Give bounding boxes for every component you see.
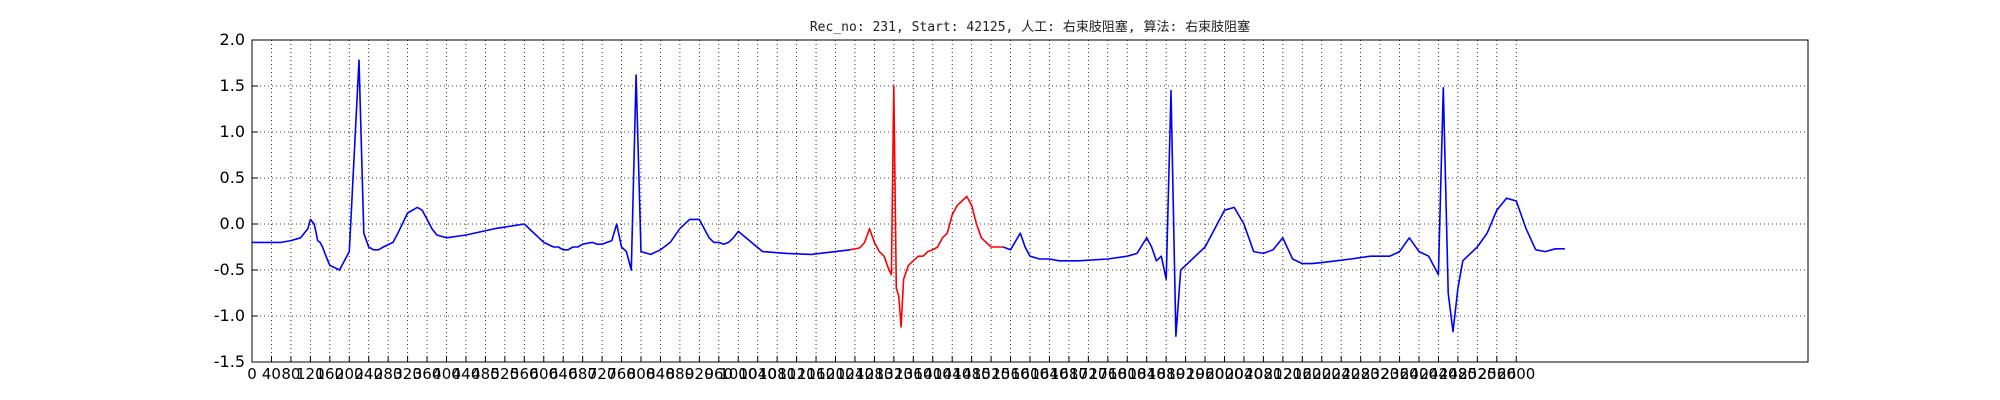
x-tick-label: 1920 bbox=[1167, 365, 1205, 383]
x-tick-label: 200 bbox=[335, 365, 364, 383]
x-tick-label: 0 bbox=[247, 365, 257, 383]
x-tick-label: 680 bbox=[568, 365, 597, 383]
series-line-1 bbox=[849, 85, 1004, 328]
x-tick-label: 1000 bbox=[719, 365, 757, 383]
x-tick-label: 2360 bbox=[1380, 365, 1418, 383]
x-tick-label: 2080 bbox=[1244, 365, 1282, 383]
x-tick-label: 1320 bbox=[875, 365, 913, 383]
x-tick-label: 840 bbox=[646, 365, 675, 383]
x-tick-label: 2480 bbox=[1439, 365, 1477, 383]
x-tick-label: 2520 bbox=[1458, 365, 1496, 383]
x-tick-label: 960 bbox=[704, 365, 733, 383]
chart-title: Rec_no: 231, Start: 42125, 人工: 右束肢阻塞, 算法… bbox=[810, 19, 1250, 35]
x-tick-label: 1200 bbox=[816, 365, 854, 383]
x-tick-label: 760 bbox=[607, 365, 636, 383]
x-tick-label: 1960 bbox=[1186, 365, 1224, 383]
x-tick-label: 1120 bbox=[778, 365, 816, 383]
x-tick-label: 1520 bbox=[972, 365, 1010, 383]
x-tick-label: 1680 bbox=[1050, 365, 1088, 383]
x-tick-label: 480 bbox=[471, 365, 500, 383]
x-tick-label: 880 bbox=[666, 365, 695, 383]
plot-frame bbox=[251, 39, 1809, 363]
x-tick-label: 1640 bbox=[1030, 365, 1068, 383]
x-tick-label: 1880 bbox=[1147, 365, 1185, 383]
x-tick-label: 360 bbox=[413, 365, 442, 383]
x-tick-label: 920 bbox=[685, 365, 714, 383]
x-tick-label: 1280 bbox=[855, 365, 893, 383]
x-tick-label: 40 bbox=[262, 365, 281, 383]
x-tick-label: 800 bbox=[627, 365, 656, 383]
x-tick-label: 1440 bbox=[933, 365, 971, 383]
x-tick-label: 720 bbox=[588, 365, 617, 383]
x-tick-label: 1480 bbox=[953, 365, 991, 383]
x-tick-label: 80 bbox=[281, 365, 300, 383]
series-line-3 bbox=[1535, 248, 1565, 253]
y-tick-label: -1.0 bbox=[214, 306, 245, 325]
x-tick-label: 1040 bbox=[739, 365, 777, 383]
x-tick-label: 440 bbox=[452, 365, 481, 383]
x-tick-label: 640 bbox=[549, 365, 578, 383]
y-tick-label: 0.5 bbox=[220, 168, 245, 187]
x-tick-label: 2120 bbox=[1264, 365, 1302, 383]
x-tick-label: 1360 bbox=[894, 365, 932, 383]
y-tick-label: 2.0 bbox=[220, 30, 245, 49]
x-tick-label: 160 bbox=[315, 365, 344, 383]
x-tick-label: 520 bbox=[491, 365, 520, 383]
x-tick-label: 600 bbox=[529, 365, 558, 383]
x-tick-label: 280 bbox=[374, 365, 403, 383]
x-tick-label: 2320 bbox=[1361, 365, 1399, 383]
x-tick-label: 2280 bbox=[1342, 365, 1380, 383]
x-tick-label: 320 bbox=[393, 365, 422, 383]
x-tick-label: 1160 bbox=[797, 365, 835, 383]
x-tick-label: 1840 bbox=[1128, 365, 1166, 383]
x-tick-label: 2400 bbox=[1400, 365, 1438, 383]
x-tick-label: 1080 bbox=[758, 365, 796, 383]
x-tick-label: 2000 bbox=[1205, 365, 1243, 383]
y-tick-label: 1.0 bbox=[220, 122, 245, 141]
x-tick-label: 1600 bbox=[1011, 365, 1049, 383]
x-tick-label: 1560 bbox=[991, 365, 1029, 383]
x-tick-label: 2560 bbox=[1478, 365, 1516, 383]
y-tick-label: -1.5 bbox=[214, 352, 245, 371]
x-tick-label: 1760 bbox=[1089, 365, 1127, 383]
x-tick-label: 2200 bbox=[1303, 365, 1341, 383]
x-tick-label: 1800 bbox=[1108, 365, 1146, 383]
x-tick-label: 1720 bbox=[1069, 365, 1107, 383]
x-tick-label: 120 bbox=[296, 365, 325, 383]
series-line-2 bbox=[1003, 87, 1537, 338]
x-tick-label: 560 bbox=[510, 365, 539, 383]
x-tick-label: 2160 bbox=[1283, 365, 1321, 383]
x-axis: 0 40 8012016020024028032036040044048052056… bbox=[247, 356, 1535, 383]
x-tick-label: 2240 bbox=[1322, 365, 1360, 383]
series-line-0 bbox=[252, 59, 851, 271]
y-axis: 2.0 1.5 1.0 0.5 0.0 -0.5 -1.0 -1.5 bbox=[214, 30, 258, 371]
grid-lines bbox=[251, 39, 1808, 363]
y-tick-label: 1.5 bbox=[220, 76, 245, 95]
x-tick-label: 240 bbox=[354, 365, 383, 383]
x-tick-label: 1400 bbox=[914, 365, 952, 383]
x-tick-label: 2600 bbox=[1497, 365, 1535, 383]
x-tick-label: 400 bbox=[432, 365, 461, 383]
x-tick-label: 2440 bbox=[1419, 365, 1457, 383]
x-tick-label: 1240 bbox=[836, 365, 874, 383]
x-tick-label: 2040 bbox=[1225, 365, 1263, 383]
series-group bbox=[252, 59, 1565, 338]
y-tick-label: -0.5 bbox=[214, 260, 245, 279]
y-tick-label: 0.0 bbox=[220, 214, 245, 233]
